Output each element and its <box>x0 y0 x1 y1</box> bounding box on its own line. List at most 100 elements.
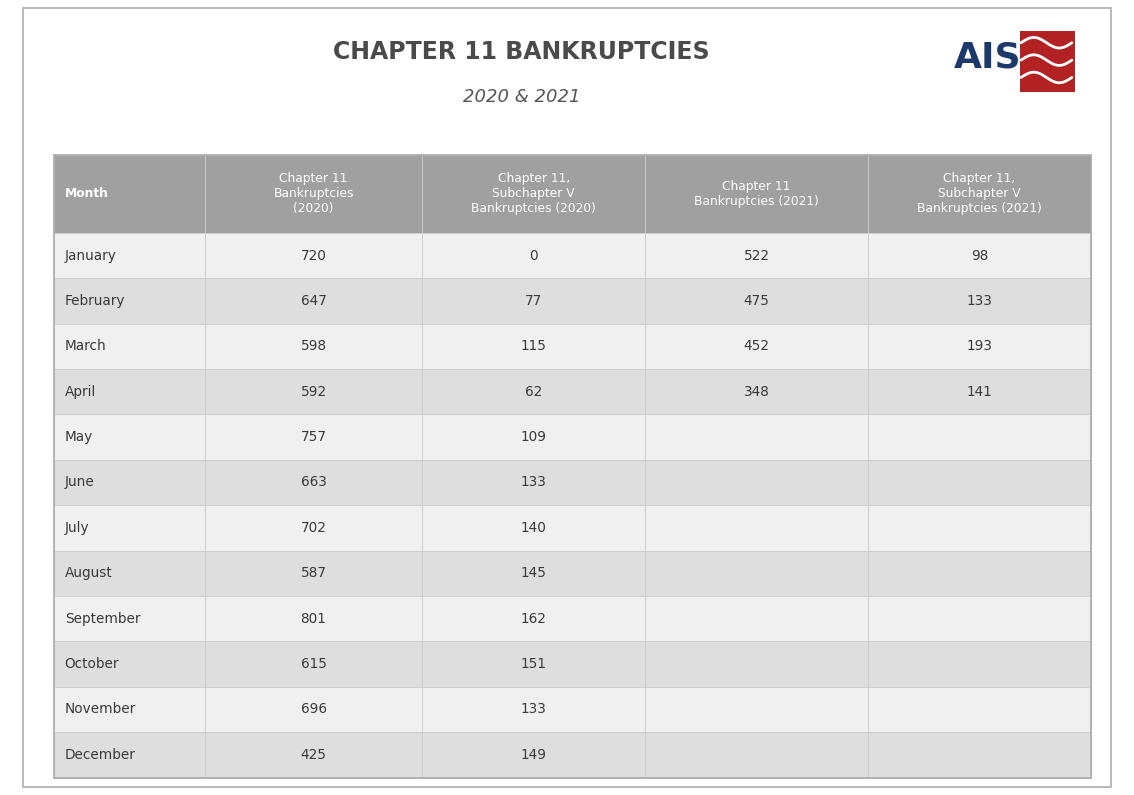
Text: 133: 133 <box>521 703 547 716</box>
Text: Month: Month <box>65 188 109 200</box>
Bar <box>205 687 422 732</box>
Text: 757: 757 <box>301 430 327 444</box>
Text: May: May <box>65 430 93 444</box>
Bar <box>645 278 868 324</box>
Text: 149: 149 <box>521 748 547 762</box>
Bar <box>422 642 645 687</box>
Bar <box>54 551 205 596</box>
Bar <box>54 155 205 233</box>
Bar <box>422 233 645 278</box>
Bar <box>868 369 1091 414</box>
Text: 2020 & 2021: 2020 & 2021 <box>463 88 581 106</box>
Bar <box>868 596 1091 642</box>
Bar <box>645 324 868 369</box>
Bar <box>422 596 645 642</box>
Text: 193: 193 <box>966 339 992 353</box>
Text: 348: 348 <box>744 385 770 399</box>
Bar <box>54 642 205 687</box>
Bar <box>645 551 868 596</box>
Bar <box>54 687 205 732</box>
Text: 522: 522 <box>744 249 770 262</box>
Text: 109: 109 <box>521 430 547 444</box>
Text: 0: 0 <box>530 249 539 262</box>
Bar <box>868 233 1091 278</box>
Bar <box>645 233 868 278</box>
Bar <box>205 732 422 778</box>
Bar <box>645 505 868 551</box>
Bar <box>422 278 645 324</box>
Text: June: June <box>65 475 94 490</box>
Text: 145: 145 <box>521 566 547 580</box>
Bar <box>54 155 1091 778</box>
Bar <box>54 732 205 778</box>
Bar <box>1019 32 1075 92</box>
Bar <box>54 369 205 414</box>
Bar <box>205 642 422 687</box>
Bar <box>422 369 645 414</box>
Bar <box>54 324 205 369</box>
Bar <box>422 505 645 551</box>
Text: 720: 720 <box>301 249 327 262</box>
Bar <box>868 505 1091 551</box>
Bar <box>645 369 868 414</box>
Text: March: March <box>65 339 107 353</box>
Text: 141: 141 <box>966 385 992 399</box>
Bar <box>422 460 645 505</box>
Text: 592: 592 <box>301 385 327 399</box>
Bar <box>422 732 645 778</box>
Text: July: July <box>65 521 90 535</box>
Bar <box>868 551 1091 596</box>
Bar <box>54 460 205 505</box>
Text: 115: 115 <box>521 339 547 353</box>
Bar <box>645 460 868 505</box>
Bar <box>868 732 1091 778</box>
Bar <box>205 551 422 596</box>
Bar <box>205 278 422 324</box>
Bar <box>868 324 1091 369</box>
Text: 133: 133 <box>966 294 992 308</box>
Text: 615: 615 <box>301 657 327 671</box>
Bar <box>205 155 422 233</box>
Text: 77: 77 <box>525 294 542 308</box>
Bar <box>205 460 422 505</box>
Text: Chapter 11
Bankruptcies
(2020): Chapter 11 Bankruptcies (2020) <box>273 173 354 215</box>
Text: January: January <box>65 249 117 262</box>
Bar <box>645 687 868 732</box>
Bar <box>868 278 1091 324</box>
Bar <box>205 596 422 642</box>
Bar <box>868 414 1091 460</box>
Text: 98: 98 <box>971 249 988 262</box>
Text: 663: 663 <box>301 475 327 490</box>
Text: AIS: AIS <box>954 41 1021 75</box>
Text: December: December <box>65 748 136 762</box>
Text: August: August <box>65 566 112 580</box>
Text: September: September <box>65 611 141 626</box>
Text: 647: 647 <box>301 294 327 308</box>
Bar <box>868 155 1091 233</box>
Text: Chapter 11
Bankruptcies (2021): Chapter 11 Bankruptcies (2021) <box>694 180 819 208</box>
Bar <box>422 687 645 732</box>
Bar <box>868 460 1091 505</box>
Bar <box>645 732 868 778</box>
Text: 598: 598 <box>301 339 327 353</box>
Bar <box>54 596 205 642</box>
Bar <box>205 369 422 414</box>
Text: October: October <box>65 657 119 671</box>
Bar <box>54 414 205 460</box>
Bar <box>54 233 205 278</box>
Text: 140: 140 <box>521 521 547 535</box>
Bar <box>868 687 1091 732</box>
Text: November: November <box>65 703 136 716</box>
Bar <box>205 414 422 460</box>
Text: 696: 696 <box>301 703 327 716</box>
Bar <box>54 505 205 551</box>
Text: February: February <box>65 294 125 308</box>
Text: 475: 475 <box>744 294 770 308</box>
Bar <box>645 596 868 642</box>
Bar <box>645 414 868 460</box>
Text: 425: 425 <box>301 748 327 762</box>
Text: 452: 452 <box>744 339 770 353</box>
Bar <box>422 551 645 596</box>
Text: Chapter 11,
Subchapter V
Bankruptcies (2021): Chapter 11, Subchapter V Bankruptcies (2… <box>917 173 1042 215</box>
Bar <box>645 155 868 233</box>
